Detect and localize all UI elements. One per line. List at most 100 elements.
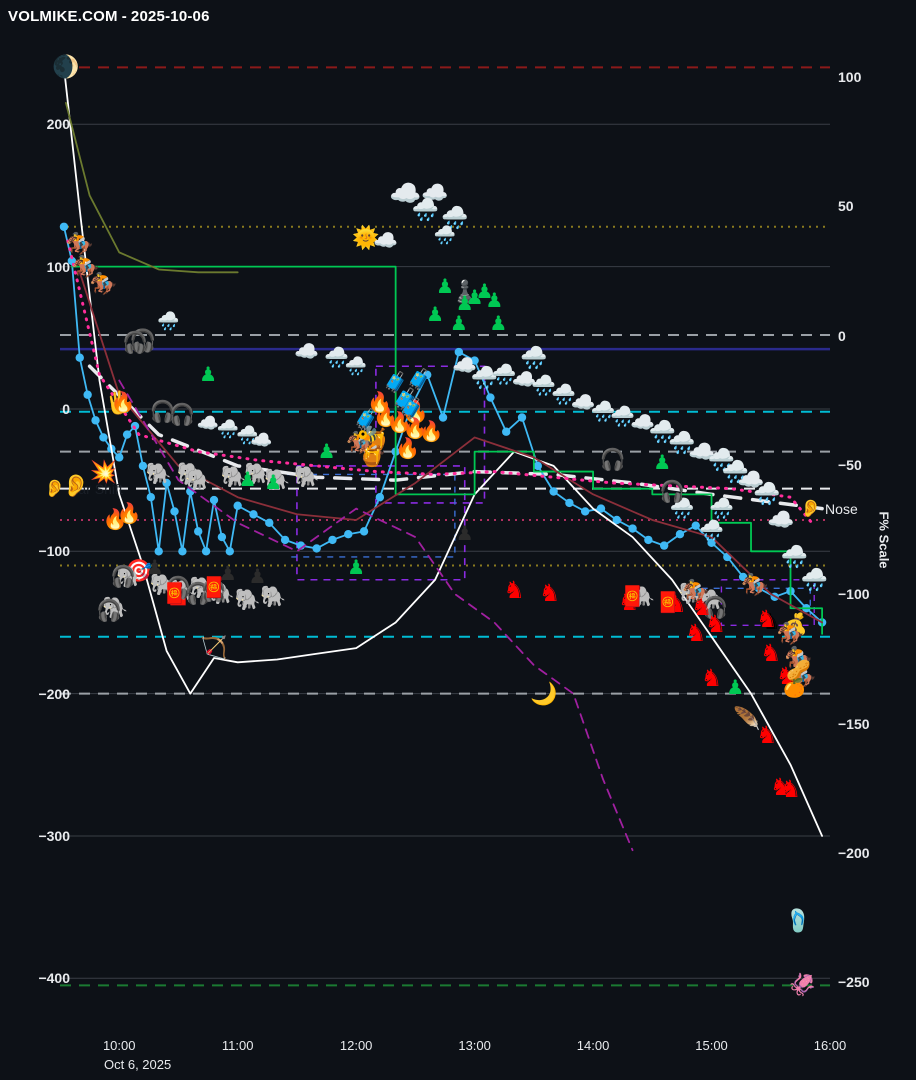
data-point[interactable]: [691, 521, 700, 530]
elephant-icon: 🐘: [678, 582, 705, 606]
data-point[interactable]: [201, 547, 211, 556]
cloud-icon: ☁️: [570, 392, 596, 415]
fire-icon: 🔥: [402, 417, 428, 440]
data-point[interactable]: [91, 416, 100, 425]
elephant-icon: 🐘: [149, 573, 176, 597]
horse-racing-icon: 🏇: [788, 663, 817, 689]
series-pink-dotted-band: [66, 239, 816, 528]
data-point[interactable]: [675, 530, 685, 539]
ear-shift-label-text: Ear Shift: [65, 480, 123, 497]
data-point[interactable]: [217, 532, 227, 542]
data-point[interactable]: [738, 572, 748, 582]
elephant-icon: 🐘: [260, 585, 287, 609]
chess-knight-red-icon: ♞: [700, 665, 723, 693]
dart-icon: 🎯: [125, 558, 153, 584]
data-point[interactable]: [517, 413, 527, 422]
data-point[interactable]: [194, 527, 203, 536]
data-point[interactable]: [83, 390, 92, 399]
data-point[interactable]: [565, 498, 574, 508]
data-point[interactable]: [249, 510, 258, 519]
chart-plot-area[interactable]: [59, 46, 830, 1021]
chess-pawn-icon: ♟: [485, 289, 504, 312]
data-point[interactable]: [407, 401, 416, 411]
horse-racing-icon: 🏇: [358, 438, 386, 464]
data-point[interactable]: [162, 478, 171, 488]
data-point[interactable]: [99, 433, 108, 442]
y-axis-left-tick: 200: [46, 116, 70, 133]
cloud-icon: 🌧️: [344, 356, 368, 377]
horse-racing-icon: 🏇: [784, 645, 813, 671]
chess-pawn-icon: ♟: [264, 471, 283, 494]
data-point[interactable]: [75, 353, 84, 362]
headphone-icon: 🎧: [121, 331, 149, 355]
data-point[interactable]: [502, 427, 511, 436]
data-point[interactable]: [375, 493, 385, 502]
data-point[interactable]: [423, 370, 432, 379]
chess-knight-red-icon: ♞: [769, 773, 792, 801]
data-point[interactable]: [359, 527, 369, 536]
red-envelope-icon: 🧧: [162, 582, 187, 605]
headphone-icon: 🎧: [165, 576, 192, 600]
data-point[interactable]: [628, 524, 637, 533]
ear-icon: 👂: [44, 478, 66, 498]
sun-icon: 🌞: [352, 225, 380, 251]
data-point[interactable]: [596, 504, 606, 513]
data-point[interactable]: [170, 507, 179, 516]
data-point[interactable]: [454, 347, 464, 357]
data-point[interactable]: [328, 535, 337, 545]
cloud-icon: ☁️: [511, 369, 537, 392]
chess-knight-red-icon: ♞: [503, 577, 525, 605]
data-point[interactable]: [659, 541, 669, 550]
data-point[interactable]: [138, 461, 148, 471]
cloud-icon: ☁️: [196, 413, 220, 434]
cloud-icon: ☁️: [737, 467, 765, 493]
fire-icon: 🔥: [367, 392, 393, 415]
data-point[interactable]: [225, 547, 234, 556]
data-point[interactable]: [265, 518, 274, 528]
chess-pawn-icon: ♟: [347, 557, 366, 580]
nose-label-text: Nose: [821, 500, 858, 517]
x-axis-tick: 10:00: [102, 1038, 136, 1053]
data-point[interactable]: [612, 515, 621, 525]
data-point[interactable]: [580, 507, 590, 516]
data-point[interactable]: [754, 584, 764, 593]
fire-icon: 🔥: [418, 420, 444, 443]
y-axis-left-tick: −100: [38, 543, 70, 560]
nose-label: 👂 Nose: [800, 499, 858, 519]
horse-racing-icon: 🏇: [71, 253, 100, 279]
red-envelope-icon: 🧧: [164, 580, 193, 606]
data-point[interactable]: [280, 535, 290, 545]
chess-pawn-icon: ♟: [726, 676, 745, 699]
red-chess-knight-icon: ♞: [760, 609, 781, 635]
data-point[interactable]: [122, 430, 132, 439]
honey-pot-icon: 🍯: [362, 427, 390, 453]
data-point[interactable]: [178, 547, 187, 556]
elephant-icon: 🐘: [102, 596, 129, 620]
data-point[interactable]: [486, 393, 495, 402]
data-point[interactable]: [707, 538, 716, 547]
cloud-icon: ☁️: [389, 177, 422, 208]
fire-icon: 🔥: [102, 508, 128, 531]
data-point[interactable]: [470, 356, 479, 365]
header-separator: -: [121, 8, 127, 25]
y-axis-left-tick: 100: [46, 258, 70, 275]
chess-pawn-dark-icon: ♟: [455, 523, 474, 546]
data-point[interactable]: [533, 461, 542, 471]
elephant-icon: 🐘: [629, 585, 656, 609]
data-point[interactable]: [312, 544, 321, 553]
data-point[interactable]: [115, 453, 124, 462]
chess-knight-red-icon: ♞: [538, 579, 561, 607]
y-axis-right-tick: −150: [838, 715, 870, 732]
data-point[interactable]: [209, 495, 219, 505]
data-point[interactable]: [549, 487, 558, 496]
chess-pawn-icon: ♟: [317, 440, 336, 463]
data-point[interactable]: [438, 413, 448, 422]
data-point[interactable]: [146, 493, 156, 502]
data-point[interactable]: [59, 222, 69, 231]
dynamite-icon: 🧳: [391, 387, 420, 413]
data-point[interactable]: [233, 501, 242, 510]
data-point[interactable]: [154, 547, 163, 556]
fire-icon: 🔥: [110, 392, 136, 415]
data-point[interactable]: [644, 535, 653, 545]
data-point[interactable]: [344, 530, 353, 539]
